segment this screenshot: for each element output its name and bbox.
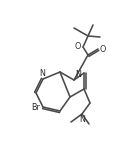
Text: N: N [39,69,45,78]
Text: O: O [100,45,106,53]
Text: N: N [75,70,81,79]
Text: N: N [79,115,85,124]
Text: Br: Br [31,103,40,111]
Text: O: O [75,41,81,50]
